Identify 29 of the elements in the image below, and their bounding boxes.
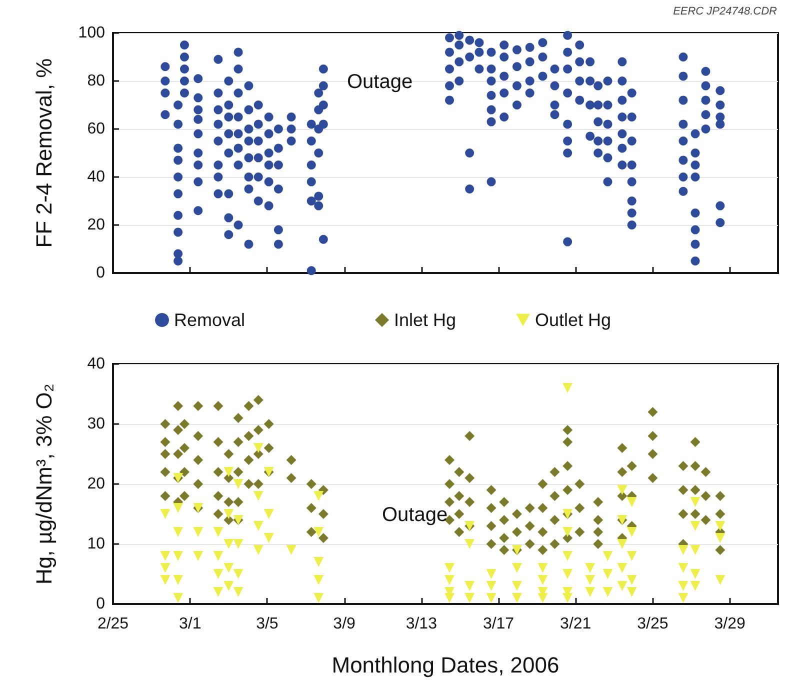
x-tick-label: 3/1	[178, 616, 202, 632]
x-tick-label: 3/25	[637, 616, 668, 632]
x-tick-label: 3/21	[560, 616, 592, 632]
y-tick-label: 60	[87, 120, 106, 138]
y-tick-label: 40	[87, 168, 106, 186]
legend-label: Outlet Hg	[535, 310, 612, 330]
x-tick-label: 3/9	[333, 616, 356, 632]
x-tick-label: 2/25	[97, 616, 129, 632]
annotation: Outage	[382, 504, 448, 526]
y-tick-label: 40	[87, 356, 106, 372]
y-axis-title: FF 2-4 Removal, %	[32, 58, 56, 248]
y-tick-label: 30	[87, 416, 106, 432]
y-tick-label: 20	[87, 216, 106, 234]
annotation: Outage	[347, 71, 413, 93]
legend-label: Inlet Hg	[394, 310, 456, 330]
y-tick-label: 20	[87, 476, 106, 492]
x-tick-label: 3/13	[406, 616, 438, 632]
x-tick-label: 3/17	[482, 616, 514, 632]
y-tick-label: 10	[87, 536, 106, 552]
y-tick-label: 0	[96, 596, 106, 612]
y-tick-label: 80	[87, 72, 106, 90]
x-tick-label: 3/29	[714, 616, 746, 632]
x-tick-label: 3/5	[256, 616, 278, 632]
y-axis-title: Hg, µg/dNm³, 3% O₂	[32, 384, 56, 584]
text: EERC JP24748.CDR	[673, 6, 778, 18]
y-tick-label: 0	[96, 264, 106, 282]
y-tick-label: 100	[78, 24, 106, 42]
legend-label: Removal	[174, 310, 246, 330]
x-axis-title: Monthlong Dates, 2006	[332, 652, 560, 678]
